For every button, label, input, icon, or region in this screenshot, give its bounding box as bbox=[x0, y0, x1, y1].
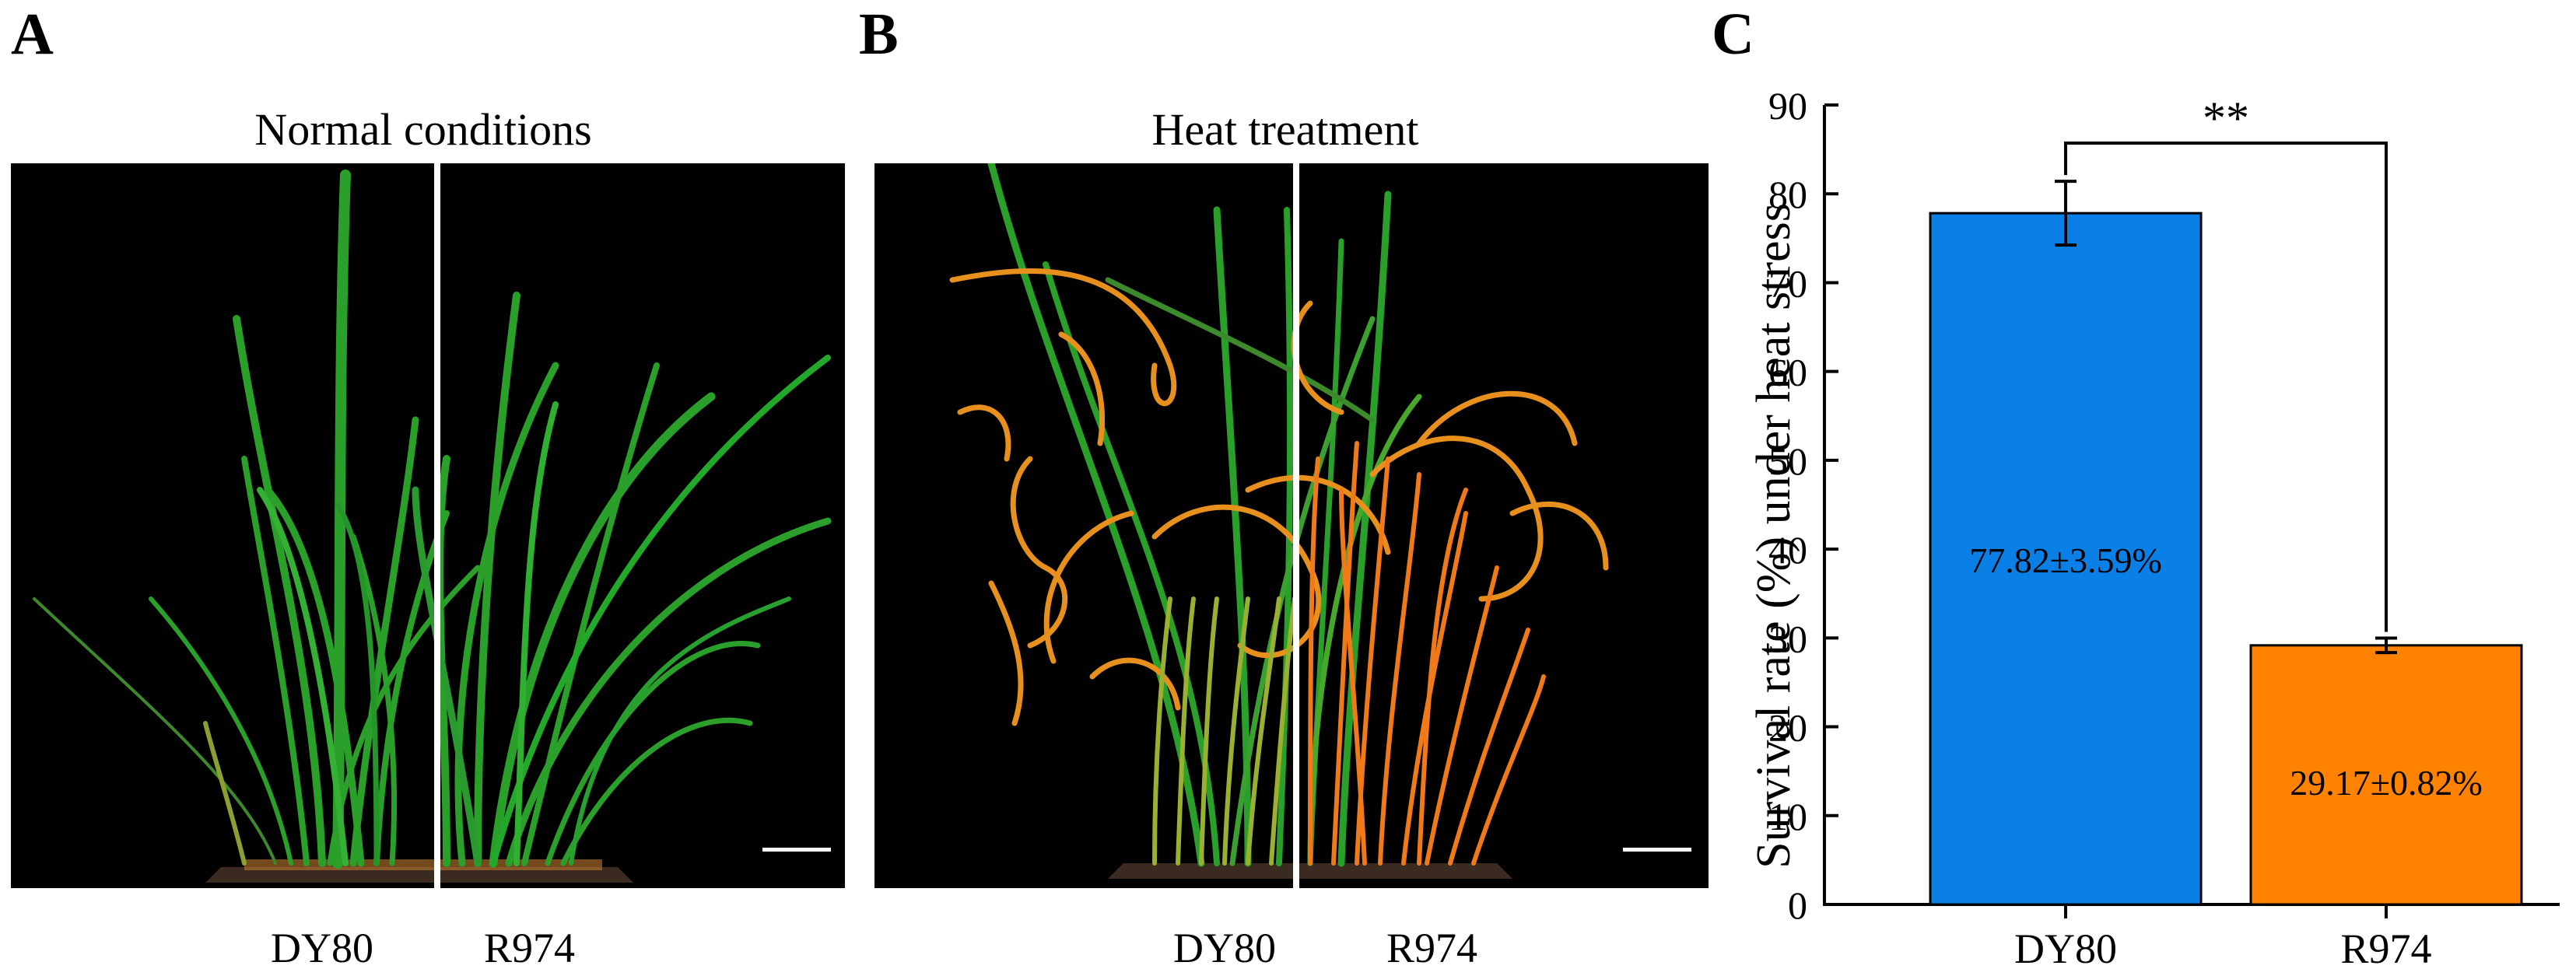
panel-letter-a: A bbox=[11, 2, 54, 67]
x-tick-label-r974: R974 bbox=[2340, 925, 2431, 972]
y-tick-label-10: 10 bbox=[1768, 795, 1807, 838]
y-axis-label: Survival rate (%) under heat stress bbox=[1747, 203, 1800, 869]
significance-label: ** bbox=[2203, 93, 2249, 144]
panel-letter-b: B bbox=[859, 2, 899, 67]
photo-normal-conditions bbox=[11, 163, 845, 888]
y-tick-label-90: 90 bbox=[1768, 84, 1807, 128]
y-tick-label-40: 40 bbox=[1768, 528, 1807, 572]
y-tick-label-20: 20 bbox=[1768, 706, 1807, 750]
plants-normal-image bbox=[11, 163, 845, 888]
panel-b-genotype-r974: R974 bbox=[1386, 925, 1478, 971]
panel-letter-c: C bbox=[1712, 2, 1754, 67]
photo-heat-treatment bbox=[874, 163, 1709, 888]
panel-b-genotype-dy80: DY80 bbox=[1173, 925, 1276, 971]
significance-bracket bbox=[2064, 142, 2388, 632]
y-tick-label-80: 80 bbox=[1768, 173, 1807, 216]
panel-b-title: Heat treatment bbox=[1151, 104, 1419, 155]
value-label-r974: 29.17±0.82% bbox=[2290, 763, 2483, 803]
value-label-dy80: 77.82±3.59% bbox=[1969, 540, 2162, 580]
panel-a-genotype-r974: R974 bbox=[484, 925, 576, 971]
x-tick-label-dy80: DY80 bbox=[2014, 925, 2117, 972]
plants-heat-image bbox=[874, 163, 1709, 888]
panel-a-title: Normal conditions bbox=[254, 104, 592, 155]
bar-r974 bbox=[2249, 644, 2523, 906]
y-tick-label-50: 50 bbox=[1768, 439, 1807, 483]
panel-a-genotype-dy80: DY80 bbox=[271, 925, 373, 971]
y-tick-label-60: 60 bbox=[1768, 351, 1807, 394]
y-tick-label-0: 0 bbox=[1788, 883, 1807, 927]
y-tick-label-30: 30 bbox=[1768, 617, 1807, 660]
y-tick-label-70: 70 bbox=[1768, 261, 1807, 305]
